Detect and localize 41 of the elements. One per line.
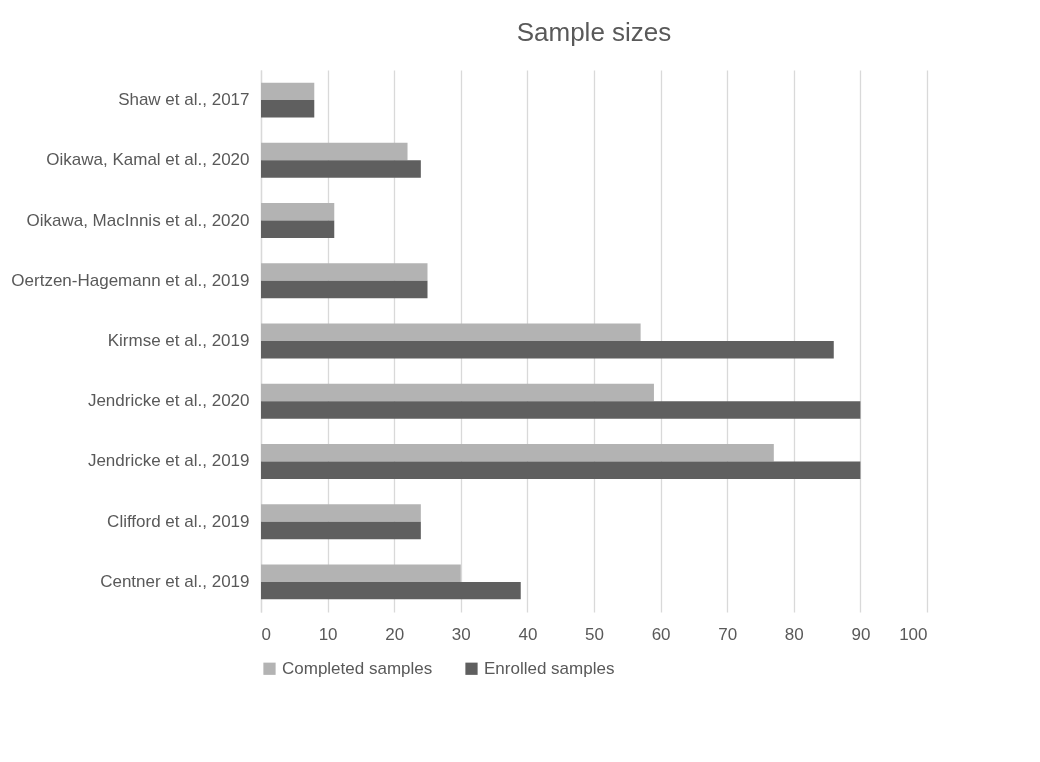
x-tick-label: 0	[261, 624, 271, 644]
y-tick-label: Jendricke et al., 2020	[87, 391, 250, 411]
x-tick-label: 80	[784, 624, 804, 644]
chart-title: Sample sizes	[516, 17, 672, 47]
x-tick-label: 30	[451, 624, 471, 644]
y-tick-label: Shaw et al., 2017	[118, 90, 250, 110]
x-tick-label: 20	[385, 624, 405, 644]
legend-label: Enrolled samples	[484, 658, 615, 678]
bar	[261, 323, 641, 341]
bar	[261, 383, 654, 402]
bar	[261, 142, 408, 161]
y-tick-label: Kirmse et al., 2019	[107, 331, 250, 350]
bar	[261, 160, 421, 178]
bar	[261, 100, 315, 118]
bar	[261, 504, 421, 522]
bar	[261, 401, 861, 419]
bar	[261, 581, 521, 600]
x-tick-label: 90	[851, 624, 871, 644]
bar	[261, 341, 834, 359]
bar	[261, 263, 428, 281]
bar	[261, 280, 428, 299]
y-tick-label: Oertzen-Hagemann et al., 2019	[11, 270, 250, 290]
bar	[261, 443, 774, 462]
bar	[261, 521, 421, 540]
y-tick-label: Jendricke et al., 2019	[87, 451, 250, 471]
y-tick-label: Oikawa, MacInnis et al., 2020	[26, 210, 250, 230]
bar	[261, 203, 335, 221]
x-tick-label: 70	[718, 624, 738, 644]
x-tick-label: 40	[518, 624, 538, 644]
x-tick-label: 60	[651, 624, 671, 644]
legend-label: Completed samples	[282, 658, 433, 678]
y-tick-label: Clifford et al., 2019	[107, 511, 250, 531]
bar	[261, 82, 315, 101]
y-tick-label: Oikawa, Kamal et al., 2020	[46, 150, 250, 170]
bar	[261, 220, 335, 239]
x-tick-label: 10	[318, 624, 338, 644]
bar	[261, 461, 861, 479]
bar	[261, 564, 461, 582]
x-tick-label: 50	[585, 624, 604, 644]
y-tick-label: Centner et al., 2019	[100, 571, 250, 591]
x-tick-label: 100	[899, 624, 928, 644]
